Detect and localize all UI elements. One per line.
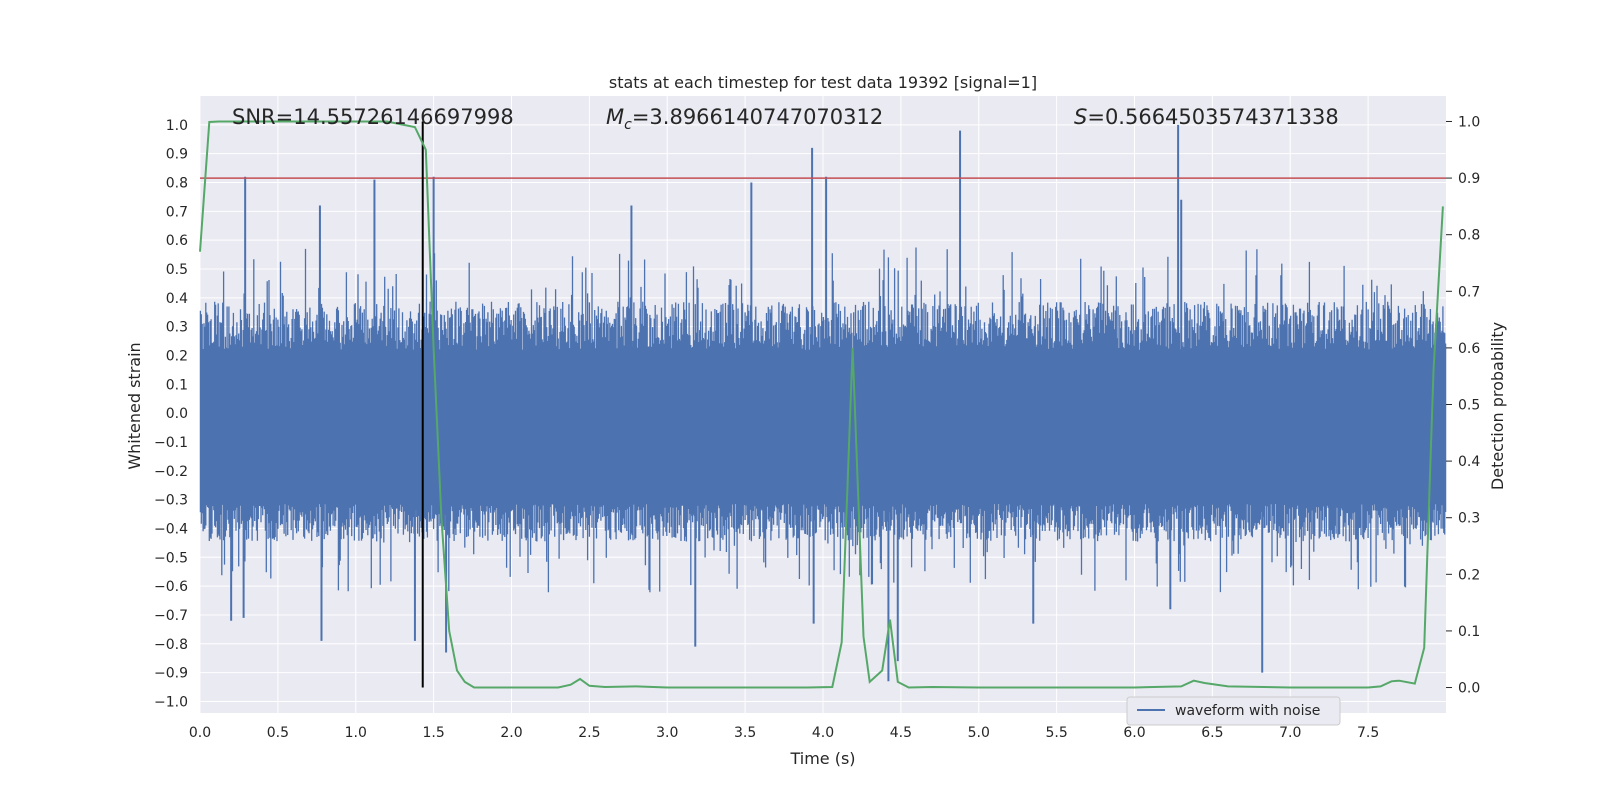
- y-left-tick-label: −0.9: [154, 666, 188, 682]
- x-tick-labels: 0.0 0.5 1.0 1.5 2.0 2.5 3.0 3.5 4.0 4.5 5.0 5.5 6.0 6…: [189, 725, 1379, 741]
- y-left-tick-label: 0.0: [166, 406, 188, 422]
- chart-title: stats at each timestep for test data 193…: [609, 73, 1037, 92]
- y-left-tick-label: 0.1: [166, 377, 188, 393]
- s-symbol: S: [1074, 105, 1087, 129]
- y-left-tick-labels: 1.0 0.9 0.8 0.7 0.6 0.5 0.4 0.3 0.2 0.1 0.0 −0.1 −0.…: [154, 118, 188, 711]
- y-right-tick-label: 0.9: [1458, 171, 1480, 187]
- x-tick-label: 3.0: [656, 725, 678, 741]
- x-tick-label: 5.0: [968, 725, 990, 741]
- s-value: =0.5664503574371338: [1087, 105, 1338, 129]
- detection-probability-line: [199, 120, 1444, 689]
- y-right-tick-labels: 1.0 0.9 0.8 0.7 0.6 0.5 0.4 0.3 0.2 0.1 0.0: [1446, 114, 1480, 697]
- y-right-tick-label: 1.0: [1458, 114, 1480, 130]
- y-left-tick-label: 0.7: [166, 204, 188, 220]
- x-tick-label: 0.0: [189, 725, 211, 741]
- y-left-tick-label: 0.5: [166, 262, 188, 278]
- x-tick-label: 1.5: [422, 725, 444, 741]
- waveform-core-band: [200, 355, 1446, 463]
- y-left-tick-label: −0.4: [154, 521, 188, 537]
- y-right-tick-label: 0.5: [1458, 398, 1480, 414]
- x-tick-label: 6.5: [1201, 725, 1223, 741]
- x-tick-label: 2.5: [578, 725, 600, 741]
- x-tick-label: 3.5: [734, 725, 756, 741]
- y-left-tick-label: 0.2: [166, 348, 188, 364]
- y-left-tick-label: −0.8: [154, 637, 188, 653]
- x-tick-label: 1.0: [345, 725, 367, 741]
- y-right-tick-label: 0.0: [1458, 681, 1480, 697]
- legend-box: [1126, 696, 1341, 726]
- chirp-mass-annotation: Mc=3.8966140747070312: [606, 105, 883, 133]
- x-tick-label: 2.0: [500, 725, 522, 741]
- y-left-axis-label: Whitened strain: [125, 342, 144, 469]
- y-left-tick-label: 0.4: [166, 291, 188, 307]
- s-annotation: S=0.5664503574371338: [1074, 105, 1339, 129]
- x-tick-label: 4.0: [812, 725, 834, 741]
- y-left-tick-label: −0.3: [154, 493, 188, 509]
- waveform-spikes: [230, 124, 1264, 682]
- mc-symbol: M: [606, 105, 624, 129]
- x-axis-label: Time (s): [789, 749, 855, 768]
- y-right-tick-label: 0.4: [1458, 454, 1480, 470]
- y-left-tick-label: 0.8: [166, 175, 188, 191]
- legend-label: waveform with noise: [1175, 703, 1320, 719]
- y-left-tick-label: −0.5: [154, 550, 188, 566]
- y-right-tick-label: 0.3: [1458, 511, 1480, 527]
- mc-value: =3.8966140747070312: [632, 105, 883, 129]
- x-tick-label: 5.5: [1045, 725, 1067, 741]
- y-right-tick-label: 0.2: [1458, 567, 1480, 583]
- y-right-tick-label: 0.8: [1458, 228, 1480, 244]
- legend: waveform with noise: [1126, 696, 1341, 726]
- y-left-tick-label: −0.1: [154, 435, 188, 451]
- mc-subscript: c: [624, 117, 632, 133]
- y-left-tick-label: 0.9: [166, 147, 188, 163]
- snr-annotation: SNR=14.55726146697998: [232, 105, 514, 129]
- y-right-tick-label: 0.6: [1458, 341, 1480, 357]
- x-tick-label: 7.5: [1357, 725, 1379, 741]
- y-left-tick-label: −0.7: [154, 608, 188, 624]
- y-left-tick-label: −0.2: [154, 464, 188, 480]
- x-tick-label: 7.0: [1279, 725, 1301, 741]
- y-left-tick-label: −1.0: [154, 694, 188, 710]
- y-right-axis-label: Detection probability: [1488, 322, 1507, 490]
- waveform-series: [199, 247, 1447, 593]
- y-left-tick-label: 0.3: [166, 320, 188, 336]
- x-tick-label: 4.5: [890, 725, 912, 741]
- x-tick-label: 0.5: [267, 725, 289, 741]
- y-right-tick-label: 0.7: [1458, 284, 1480, 300]
- y-left-tick-label: 1.0: [166, 118, 188, 134]
- y-right-tick-label: 0.1: [1458, 624, 1480, 640]
- y-left-tick-label: −0.6: [154, 579, 188, 595]
- x-tick-label: 6.0: [1123, 725, 1145, 741]
- y-left-tick-label: 0.6: [166, 233, 188, 249]
